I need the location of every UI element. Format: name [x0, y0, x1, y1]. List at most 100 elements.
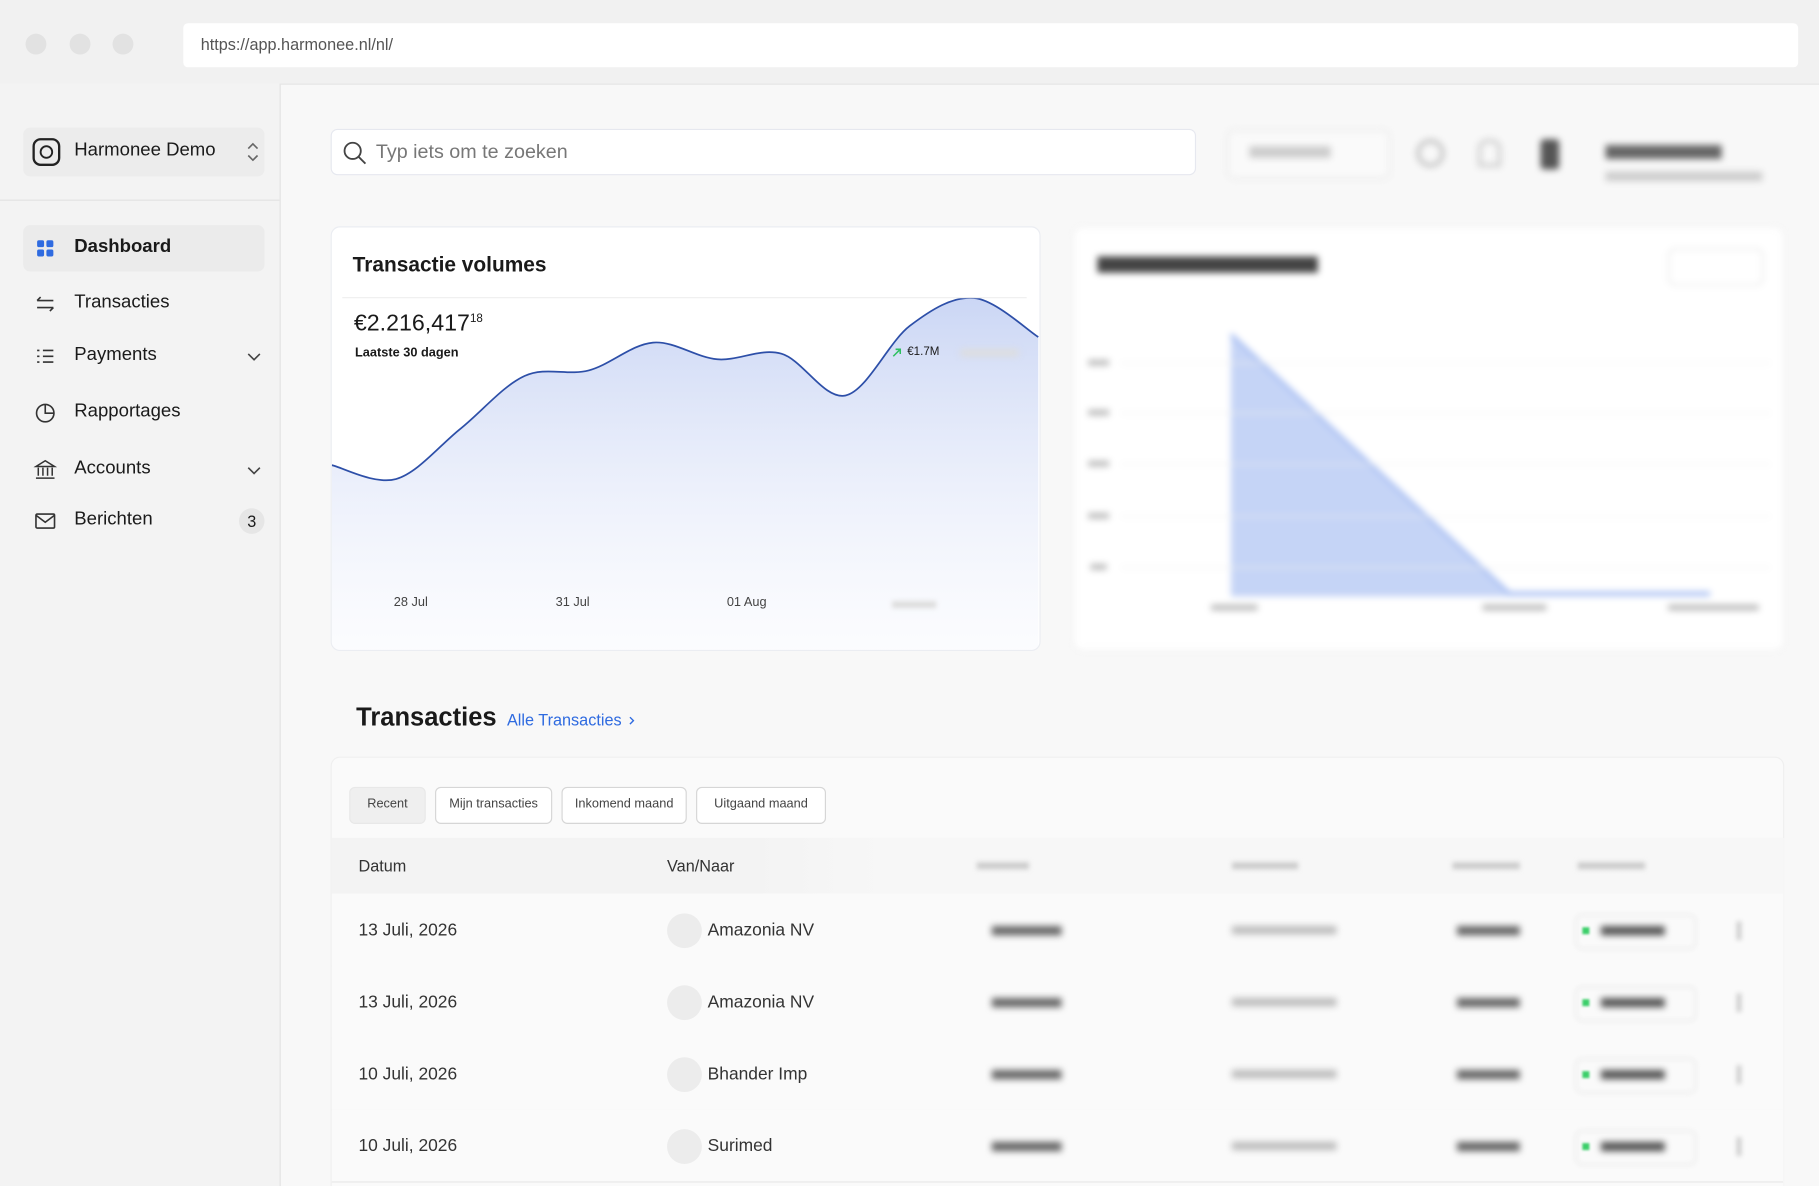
section-title: Transacties — [356, 702, 497, 732]
url: https://app.harmonee.nl/nl/ — [200, 34, 394, 54]
filter-label[interactable]: Recent — [367, 797, 408, 812]
period: Laatste 30 dagen — [354, 345, 459, 360]
blurred-amount — [991, 1069, 1062, 1080]
party-cell: Bhander Imp — [707, 1064, 808, 1084]
blurred-status — [1600, 1069, 1665, 1080]
row-menu[interactable] — [1736, 921, 1742, 941]
legend-value: €1.7M — [907, 345, 940, 359]
status-dot — [1582, 927, 1590, 935]
window-dot[interactable] — [69, 33, 91, 55]
workspace-switcher[interactable] — [23, 127, 265, 177]
blurred-method — [1457, 926, 1520, 936]
nav-item[interactable]: Payments — [74, 344, 157, 365]
filter-tab[interactable] — [561, 786, 687, 824]
blurred-chart — [1088, 333, 1771, 611]
party-cell: Surimed — [707, 1136, 773, 1156]
nav-item[interactable]: Dashboard — [74, 236, 172, 257]
status-dot — [1582, 999, 1590, 1007]
nav-icon — [33, 459, 57, 479]
volume-card: 28 Jul 31 Jul 01 Aug — [330, 226, 1041, 652]
blurred-header — [1232, 862, 1299, 870]
url-bar[interactable] — [183, 23, 1799, 68]
blurred-amount — [991, 1141, 1062, 1152]
bell-icon[interactable] — [1477, 139, 1502, 168]
row-menu[interactable] — [1736, 993, 1742, 1012]
workspace-name: Harmonee Demo — [74, 140, 216, 161]
nav-chevron[interactable] — [246, 465, 262, 477]
blurred-tick — [892, 601, 937, 609]
filter-label[interactable]: Mijn transacties — [449, 797, 538, 812]
x-tick-label: 28 Jul — [394, 594, 428, 609]
blurred-status — [1600, 1141, 1665, 1152]
filter-tab[interactable] — [349, 786, 426, 824]
blurred-text — [1605, 171, 1763, 182]
blurred-account — [1232, 1141, 1337, 1151]
nav-icon — [36, 296, 54, 312]
nav-icon — [37, 240, 54, 257]
avatar — [667, 985, 702, 1021]
x-tick-label: 01 Aug — [727, 594, 767, 609]
nav-item[interactable]: Rapportages — [74, 401, 181, 422]
filter-label[interactable]: Inkomend maand — [574, 797, 674, 812]
status-pill — [1575, 1058, 1697, 1094]
column-header: Datum — [358, 856, 407, 876]
date-cell: 13 Juli, 2026 — [358, 920, 458, 941]
divider — [342, 297, 1027, 299]
divider — [0, 199, 280, 201]
search-box[interactable] — [330, 128, 1197, 176]
blurred-method — [1457, 998, 1520, 1008]
line-chart: 28 Jul 31 Jul 01 Aug — [331, 297, 1039, 650]
blurred-text — [1605, 145, 1722, 159]
row-menu[interactable] — [1736, 1137, 1742, 1156]
nav-chevron[interactable] — [246, 352, 262, 364]
blurred-account — [1232, 926, 1337, 935]
amount-decimals: 18 — [469, 312, 483, 326]
nav-item[interactable]: Berichten — [74, 509, 153, 530]
status-dot — [1582, 1071, 1590, 1079]
avatar — [667, 1129, 702, 1164]
filter-tab[interactable] — [696, 786, 826, 824]
blurred-status — [1600, 926, 1665, 936]
blurred-status — [1600, 998, 1665, 1008]
blurred-header — [1577, 862, 1646, 870]
table-header — [331, 837, 1784, 894]
blurred-text — [960, 349, 1019, 357]
up-arrow — [892, 348, 901, 357]
search-placeholder: Typ iets om te zoeken — [375, 140, 568, 163]
help-icon[interactable] — [1416, 139, 1445, 168]
avatar — [667, 913, 702, 949]
avatar[interactable] — [1540, 139, 1560, 170]
nav-badge: 3 — [238, 508, 265, 534]
status-pill — [1575, 914, 1697, 950]
column-header: Van/Naar — [667, 856, 735, 876]
date-cell: 10 Juli, 2026 — [358, 1136, 458, 1156]
filter-label[interactable]: Uitgaand maand — [714, 797, 808, 812]
nav-item[interactable]: Transacties — [74, 292, 170, 313]
logo — [32, 138, 61, 166]
row-menu[interactable] — [1736, 1065, 1742, 1084]
amount-main: €2.216,417 — [353, 311, 470, 337]
line — [331, 297, 1039, 482]
blurred-account — [1232, 1069, 1337, 1079]
blurred-header — [1452, 862, 1520, 870]
x-tick-label: 31 Jul — [556, 594, 590, 609]
filter-tab[interactable] — [435, 786, 553, 824]
blurred-amount — [991, 998, 1062, 1008]
window-dot[interactable] — [25, 33, 47, 55]
blurred-title — [1097, 256, 1318, 273]
amount: €2.216,41718 — [354, 311, 483, 338]
link-chevron — [629, 716, 635, 725]
party-cell: Amazonia NV — [707, 920, 815, 941]
all-link[interactable]: Alle Transacties — [506, 710, 622, 729]
nav-item[interactable]: Accounts — [74, 458, 151, 479]
avatar — [667, 1057, 702, 1093]
party-cell: Amazonia NV — [707, 992, 815, 1012]
nav-icon — [37, 349, 54, 363]
blurred-text — [1249, 146, 1331, 158]
nav-icon — [35, 513, 56, 529]
window-dot[interactable] — [112, 33, 134, 55]
nav-active-bg[interactable] — [23, 225, 265, 272]
nav-icon — [35, 403, 55, 423]
card-title: Transactie volumes — [352, 252, 547, 277]
blurred-method — [1457, 1141, 1520, 1152]
